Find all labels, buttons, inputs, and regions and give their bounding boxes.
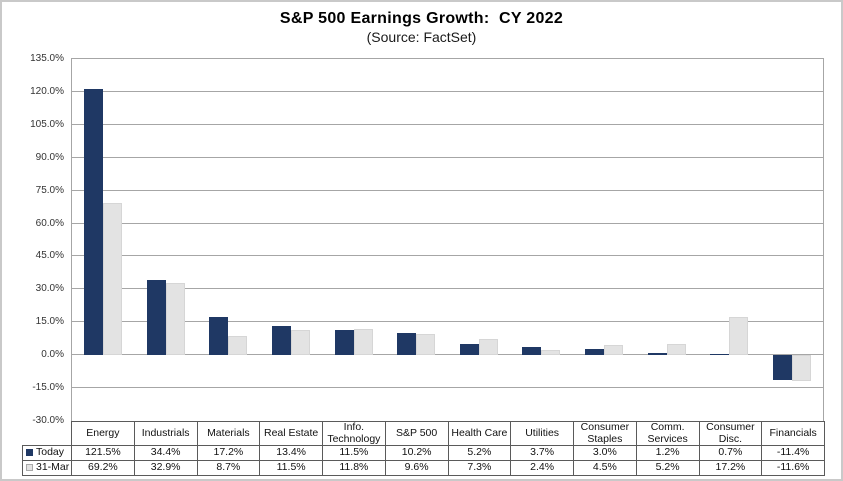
y-axis-label: 15.0%: [35, 316, 64, 328]
y-axis-label: 30.0%: [35, 283, 64, 295]
y-axis-label: 105.0%: [30, 118, 64, 130]
y-axis-label: 60.0%: [35, 217, 64, 229]
table-row-31-mar: 31-Mar 69.2% 32.9% 8.7% 11.5% 11.8% 9.6% 7.3% 2.…: [22, 460, 825, 476]
bar-31-mar-info-technology: [353, 329, 373, 356]
category-header-utilities: Utilities: [510, 421, 574, 446]
zero-gridline: [72, 354, 823, 356]
value-31-mar-consumer-disc: 17.2%: [698, 460, 763, 476]
category-header-financials: Financials: [761, 421, 825, 446]
bar-today-consumer-disc: [710, 353, 730, 356]
category-header-consumer-disc: Consumer Disc.: [698, 421, 763, 446]
value-31-mar-comm-services: 5.2%: [635, 460, 700, 476]
category-header-industrials: Industrials: [133, 421, 198, 446]
value-31-mar-consumer-staples: 4.5%: [573, 460, 637, 476]
legend-key-today: Today: [22, 445, 72, 461]
category-header-materials: Materials: [196, 421, 261, 446]
bar-31-mar-consumer-staples: [603, 345, 623, 356]
legend-label-31-mar: 31-Mar: [36, 461, 70, 474]
value-today-utilities: 3.7%: [510, 445, 574, 461]
bar-today-real-estate: [272, 325, 292, 356]
bar-today-health-care: [459, 343, 479, 356]
value-today-info-technology: 11.5%: [322, 445, 386, 461]
y-axis-label: 45.0%: [35, 250, 64, 262]
bar-31-mar-real-estate: [291, 329, 311, 356]
gridline: [72, 123, 823, 125]
legend-swatch-today: [26, 449, 33, 457]
value-31-mar-financials: -11.6%: [761, 460, 825, 476]
bar-31-mar-energy: [103, 203, 123, 356]
value-31-mar-industrials: 32.9%: [133, 460, 198, 476]
gridline: [72, 189, 823, 191]
bar-today-financials: [772, 355, 792, 381]
bar-31-mar-comm-services: [666, 343, 686, 356]
bar-31-mar-health-care: [478, 339, 498, 356]
value-31-mar-s-p-500: 9.6%: [384, 460, 449, 476]
bar-today-consumer-staples: [584, 348, 604, 356]
table-corner-cell: [23, 422, 72, 446]
y-axis-label: 120.0%: [30, 85, 64, 97]
value-today-consumer-disc: 0.7%: [698, 445, 763, 461]
y-axis: 135.0% 120.0% 105.0% 90.0% 75.0% 60.0% 45.0% 30…: [10, 53, 64, 426]
y-axis-label: 0.0%: [41, 349, 64, 361]
gridline: [72, 321, 823, 323]
gridline: [72, 288, 823, 290]
legend-key-31-mar: 31-Mar: [22, 460, 72, 476]
gridline: [72, 255, 823, 257]
gridline: [72, 387, 823, 389]
bar-31-mar-financials: [791, 355, 811, 381]
category-header-real-estate: Real Estate: [259, 421, 323, 446]
value-today-financials: -11.4%: [761, 445, 825, 461]
value-today-energy: 121.5%: [71, 445, 135, 461]
value-31-mar-energy: 69.2%: [71, 460, 135, 476]
bar-today-info-technology: [334, 329, 354, 356]
y-axis-label: 90.0%: [35, 151, 64, 163]
y-axis-label: 135.0%: [30, 53, 64, 64]
value-today-consumer-staples: 3.0%: [573, 445, 637, 461]
value-today-health-care: 5.2%: [447, 445, 512, 461]
bar-31-mar-utilities: [541, 349, 561, 356]
value-today-materials: 17.2%: [196, 445, 261, 461]
bar-today-industrials: [146, 279, 166, 356]
data-table: Energy Industrials Materials Real Estate Inf…: [22, 421, 825, 476]
category-header-comm-services: Comm. Services: [635, 421, 700, 446]
chart-subtitle: (Source: FactSet): [366, 29, 477, 45]
bar-31-mar-industrials: [165, 283, 185, 356]
legend-swatch-31-mar: [26, 464, 33, 472]
value-31-mar-materials: 8.7%: [196, 460, 261, 476]
value-31-mar-health-care: 7.3%: [447, 460, 512, 476]
category-header-health-care: Health Care: [447, 421, 512, 446]
chart-title: S&P 500 Earnings Growth: CY 2022: [279, 10, 564, 27]
value-today-real-estate: 13.4%: [259, 445, 323, 461]
gridline: [72, 222, 823, 224]
value-today-s-p-500: 10.2%: [384, 445, 449, 461]
value-today-industrials: 34.4%: [133, 445, 198, 461]
table-row-today: Today 121.5% 34.4% 17.2% 13.4% 11.5% 10.2% 5.2%…: [22, 445, 825, 461]
y-axis-label: -15.0%: [32, 382, 64, 394]
category-header-info-technology: Info. Technology: [322, 421, 386, 446]
bar-31-mar-consumer-disc: [729, 317, 749, 356]
bar-31-mar-s-p-500: [416, 334, 436, 356]
bar-today-materials: [209, 317, 229, 356]
value-31-mar-utilities: 2.4%: [510, 460, 574, 476]
legend-label-today: Today: [36, 446, 65, 459]
value-31-mar-real-estate: 11.5%: [259, 460, 323, 476]
category-header-energy: Energy: [71, 421, 135, 446]
category-header-consumer-staples: Consumer Staples: [573, 421, 637, 446]
y-axis-label: -30.0%: [32, 415, 64, 426]
bar-today-comm-services: [647, 352, 667, 356]
bar-today-energy: [84, 88, 104, 356]
gridline: [72, 90, 823, 92]
y-axis-label: 75.0%: [35, 184, 64, 196]
category-header-s-p-500: S&P 500: [384, 421, 449, 446]
value-31-mar-info-technology: 11.8%: [322, 460, 386, 476]
gridline: [72, 156, 823, 158]
bar-31-mar-materials: [228, 336, 248, 356]
bar-today-s-p-500: [397, 332, 417, 356]
plot-area: [71, 58, 824, 421]
value-today-comm-services: 1.2%: [635, 445, 700, 461]
bar-today-utilities: [522, 347, 542, 356]
